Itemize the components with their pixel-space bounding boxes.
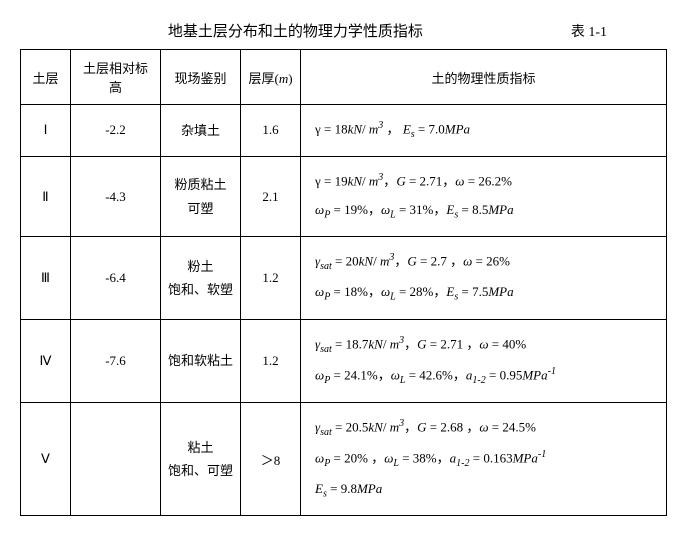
cell-elevation: [71, 402, 161, 515]
cell-elevation: -6.4: [71, 237, 161, 320]
cell-properties: γ = 19kN/ m3，G = 2.71，ω = 26.2%ωP = 19%，…: [301, 156, 667, 237]
cell-elevation: -2.2: [71, 105, 161, 157]
table-row: Ⅰ-2.2杂填土1.6γ = 18kN/ m3 ， Es = 7.0MPa: [21, 105, 667, 157]
cell-layer: Ⅱ: [21, 156, 71, 237]
col-header-layer: 土层: [21, 50, 71, 105]
cell-layer: Ⅲ: [21, 237, 71, 320]
cell-properties: γsat = 18.7kN/ m3，G = 2.71 ，ω = 40%ωP = …: [301, 319, 667, 402]
table-title: 地基土层分布和土的物理力学性质指标: [20, 20, 571, 41]
thickness-label: 层厚: [248, 71, 274, 86]
col-header-thickness: 层厚(m): [241, 50, 301, 105]
table-row: Ⅲ-6.4粉土饱和、软塑1.2γsat = 20kN/ m3，G = 2.7 ，…: [21, 237, 667, 320]
cell-classification: 杂填土: [161, 105, 241, 157]
cell-layer: Ⅳ: [21, 319, 71, 402]
cell-classification: 粉土饱和、软塑: [161, 237, 241, 320]
cell-layer: Ⅴ: [21, 402, 71, 515]
table-row: Ⅱ-4.3粉质粘土可塑2.1γ = 19kN/ m3，G = 2.71，ω = …: [21, 156, 667, 237]
cell-layer: Ⅰ: [21, 105, 71, 157]
col-header-properties: 土的物理性质指标: [301, 50, 667, 105]
cell-properties: γsat = 20kN/ m3，G = 2.7 ，ω = 26%ωP = 18%…: [301, 237, 667, 320]
cell-classification: 粉质粘土可塑: [161, 156, 241, 237]
cell-classification: 粘土饱和、可塑: [161, 402, 241, 515]
table-row: Ⅳ-7.6饱和软粘土1.2γsat = 18.7kN/ m3，G = 2.71 …: [21, 319, 667, 402]
cell-thickness: 1.2: [241, 237, 301, 320]
cell-thickness: 2.1: [241, 156, 301, 237]
soil-properties-table: 土层 土层相对标高 现场鉴别 层厚(m) 土的物理性质指标 Ⅰ-2.2杂填土1.…: [20, 49, 667, 516]
cell-elevation: -7.6: [71, 319, 161, 402]
thickness-unit: m: [279, 71, 288, 86]
table-caption: 地基土层分布和土的物理力学性质指标 表 1-1: [20, 20, 667, 41]
col-header-classification: 现场鉴别: [161, 50, 241, 105]
col-header-elevation: 土层相对标高: [71, 50, 161, 105]
table-body: Ⅰ-2.2杂填土1.6γ = 18kN/ m3 ， Es = 7.0MPaⅡ-4…: [21, 105, 667, 516]
cell-properties: γ = 18kN/ m3 ， Es = 7.0MPa: [301, 105, 667, 157]
cell-thickness: ＞8: [241, 402, 301, 515]
cell-properties: γsat = 20.5kN/ m3，G = 2.68 ，ω = 24.5%ωP …: [301, 402, 667, 515]
table-number: 表 1-1: [571, 21, 667, 41]
cell-thickness: 1.2: [241, 319, 301, 402]
table-row: Ⅴ 粘土饱和、可塑＞8γsat = 20.5kN/ m3，G = 2.68 ，ω …: [21, 402, 667, 515]
cell-elevation: -4.3: [71, 156, 161, 237]
table-header-row: 土层 土层相对标高 现场鉴别 层厚(m) 土的物理性质指标: [21, 50, 667, 105]
cell-classification: 饱和软粘土: [161, 319, 241, 402]
cell-thickness: 1.6: [241, 105, 301, 157]
